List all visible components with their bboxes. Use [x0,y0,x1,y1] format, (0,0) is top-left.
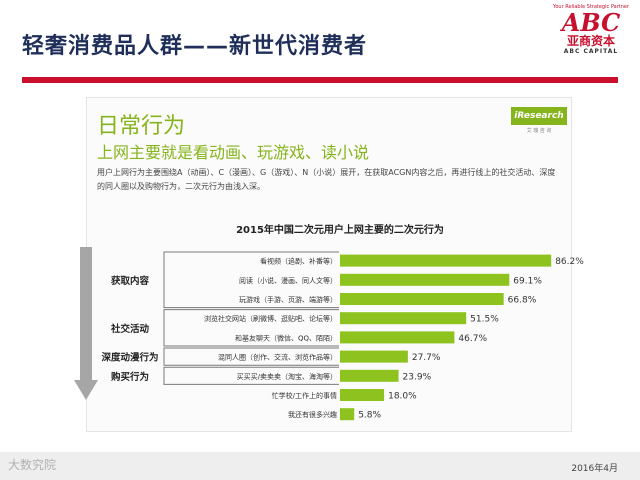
iresearch-logo: iResearch [511,107,567,125]
value-label-1: 69.1% [513,276,542,286]
chart-title: 2015年中国二次元用户上网主要的二次元行为 [236,223,444,236]
category-label-8: 我还有很多兴趣 [288,410,337,419]
bar-3 [340,312,467,325]
value-label-4: 46.7% [458,334,487,344]
value-label-0: 86.2% [555,257,584,267]
group-bracket-3 [163,366,339,385]
category-label-6: 买买买/卖卖卖（淘宝、海淘等） [237,372,337,381]
watermark: 大数究院 [8,458,57,472]
slide-title: 轻奢消费品人群——新世代消费者 [22,34,368,59]
logo-en-text: ABC CAPITAL [563,48,619,55]
bar-5 [340,350,408,363]
category-label-0: 看视频（追剧、补番等） [260,257,337,266]
category-label-4: 和基友聊天（微信、QQ、陌陌） [235,333,337,342]
progression-arrow-shaft [80,247,92,382]
value-label-5: 27.7% [412,353,441,363]
description-text: 用户上网行为主要围绕A（动画）、C（漫画）、G（游戏）、N（小说）展开，在获取A… [97,168,556,191]
section-title: 日常行为 [97,114,186,139]
group-label-0: 获取内容 [110,275,150,287]
group-bracket-2 [163,347,339,366]
bar-4 [340,331,455,344]
title-divider [22,77,618,83]
logo-abc-text: ABC [561,8,621,37]
iresearch-logo-text: iResearch [514,111,564,121]
bar-6 [340,369,399,382]
bar-7 [340,389,385,401]
value-label-7: 18.0% [388,392,417,402]
group-label-2: 深度动漫行为 [101,352,158,364]
bar-0 [340,254,552,267]
iresearch-logo-sub: 艾 瑞 咨 询 [526,128,552,134]
group-label-3: 购买行为 [111,371,149,383]
footer-date: 2016年4月 [571,464,618,474]
value-label-6: 23.9% [403,372,432,382]
category-label-5: 混同人圈（创作、交流、浏览作品等） [218,353,337,362]
group-bracket-0 [163,251,339,309]
progression-arrow-icon [74,380,98,400]
category-label-3: 浏览社交网站（刷微博、逛贴吧、论坛等） [204,314,337,323]
logo-cn-text: 亚商资本 [566,34,615,48]
value-label-2: 66.8% [508,296,537,306]
abc-capital-logo: Your Reliable Strategic Partner ABC 亚商资本… [552,4,630,62]
behavior-bar-chart: 2015年中国二次元用户上网主要的二次元行为获取内容社交活动深度动漫行为购买行为… [74,223,584,421]
bar-8 [340,408,355,421]
bar-1 [340,273,510,286]
category-label-1: 阅读（小说、漫画、同人文等） [239,276,337,285]
value-label-8: 5.8% [358,411,381,421]
section-subtitle: 上网主要就是看动画、玩游戏、读小说 [97,143,370,162]
value-label-3: 51.5% [470,315,499,325]
bar-2 [340,293,504,305]
group-label-1: 社交活动 [110,323,150,335]
category-label-7: 忙学校/工作上的事情 [272,391,337,400]
group-bracket-1 [163,309,339,347]
logo-tagline: Your Reliable Strategic Partner [552,4,630,10]
category-label-2: 玩游戏（手游、页游、端游等） [239,295,337,304]
footer-bar [0,452,640,480]
